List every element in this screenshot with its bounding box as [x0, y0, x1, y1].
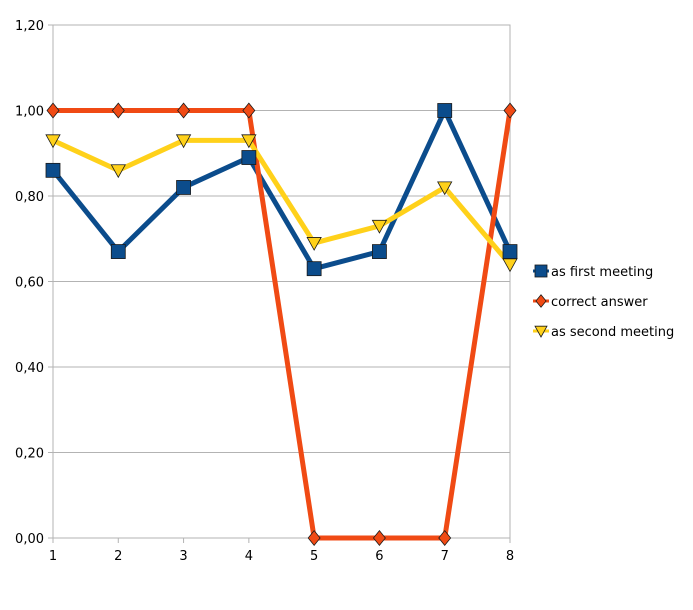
data-point-marker [371, 219, 388, 234]
data-point-marker [503, 102, 517, 119]
x-tick-label: 4 [245, 549, 253, 564]
y-axis: 0,00 0,20 0,40 0,60 0,80 1,00 1,20 [15, 19, 53, 547]
legend-label: as second meeting [551, 325, 674, 340]
y-tick-label: 1,00 [15, 105, 44, 120]
data-point-marker [372, 530, 386, 546]
legend-marker [534, 325, 548, 338]
data-point-marker [111, 102, 125, 119]
x-tick-label: 6 [375, 549, 383, 564]
data-point-marker [372, 244, 387, 259]
x-tick-label: 3 [179, 549, 187, 564]
series-line-3 [50, 137, 513, 267]
data-point-marker [110, 164, 126, 179]
y-tick-label: 0,20 [15, 447, 44, 462]
legend-marker [535, 294, 547, 308]
legend-label: as first meeting [551, 265, 653, 280]
series-line-2 [50, 108, 513, 541]
data-point-marker [242, 102, 256, 119]
x-tick-label: 8 [506, 549, 514, 564]
data-point-marker [306, 261, 322, 277]
data-point-marker [502, 258, 518, 273]
legend-label: correct answer [551, 295, 648, 310]
legend: as first meeting correct answer as second … [533, 264, 674, 340]
data-point-marker [437, 103, 453, 118]
x-tick-label: 1 [49, 549, 57, 564]
series-line-1 [50, 108, 513, 272]
series-markers [45, 102, 518, 546]
y-tick-label: 0,00 [15, 532, 44, 547]
y-tick-label: 0,40 [15, 361, 44, 376]
data-point-marker [110, 244, 126, 259]
y-tick-label: 0,60 [15, 276, 44, 291]
data-point-marker [45, 134, 61, 149]
data-point-marker [437, 181, 453, 196]
data-point-marker [241, 150, 257, 165]
data-point-marker [176, 180, 191, 195]
data-point-marker [502, 244, 518, 259]
legend-marker [534, 264, 548, 278]
y-tick-label: 0,80 [15, 190, 44, 205]
series-lines [50, 108, 513, 541]
data-point-marker [45, 162, 61, 178]
data-point-marker [46, 102, 60, 119]
data-point-marker [306, 237, 322, 251]
data-point-marker [307, 530, 321, 546]
x-tick-label: 2 [114, 549, 122, 564]
data-point-marker [438, 530, 452, 546]
y-tick-label: 1,20 [15, 19, 44, 34]
x-tick-label: 5 [310, 549, 318, 564]
data-point-marker [175, 134, 192, 149]
data-point-marker [241, 134, 257, 149]
data-point-marker [177, 102, 191, 119]
x-tick-label: 7 [441, 549, 449, 564]
